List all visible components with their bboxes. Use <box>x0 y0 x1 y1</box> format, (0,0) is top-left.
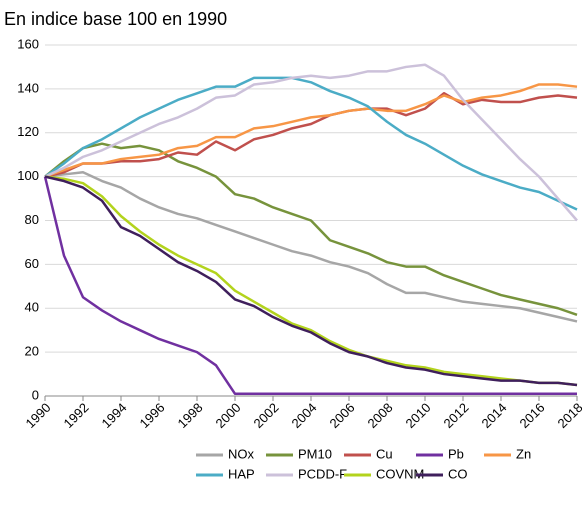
x-tick-label: 2010 <box>402 400 433 431</box>
y-tick-label: 120 <box>17 124 39 139</box>
legend-label: Cu <box>376 446 393 461</box>
x-tick-label: 1994 <box>98 400 129 431</box>
x-tick-label: 2006 <box>326 400 357 431</box>
legend-label: HAP <box>228 466 255 481</box>
series-line <box>44 175 578 387</box>
y-tick-label: 40 <box>25 300 39 315</box>
series-line <box>44 76 578 211</box>
series-line <box>44 175 578 387</box>
x-tick-label: 2002 <box>250 400 281 431</box>
series-line <box>44 92 578 178</box>
y-tick-label: 140 <box>17 80 39 95</box>
y-tick-label: 160 <box>17 36 39 51</box>
legend-label: CO <box>448 466 468 481</box>
series-line <box>44 142 578 317</box>
y-tick-label: 0 <box>32 387 39 402</box>
x-tick-label: 2004 <box>288 400 319 431</box>
x-tick-label: 2012 <box>440 400 471 431</box>
legend-label: PCDD-F <box>298 466 347 481</box>
y-tick-label: 100 <box>17 168 39 183</box>
x-tick-label: 2016 <box>516 400 547 431</box>
series-line <box>43 176 577 396</box>
y-tick-label: 20 <box>25 344 39 359</box>
legend-label: Zn <box>516 446 531 461</box>
y-tick-label: 60 <box>25 256 39 271</box>
x-tick-label: 1996 <box>136 400 167 431</box>
chart-title: En indice base 100 en 1990 <box>4 9 227 29</box>
x-tick-label: 2008 <box>364 400 395 431</box>
x-tick-label: 1992 <box>60 400 91 431</box>
series-line <box>44 83 578 178</box>
legend-label: NOx <box>228 446 255 461</box>
series-line <box>44 170 578 323</box>
x-tick-label: 1990 <box>22 400 53 431</box>
legend-label: COVNM <box>376 466 424 481</box>
x-tick-label: 2000 <box>212 400 243 431</box>
x-tick-label: 2014 <box>478 400 509 431</box>
legend-label: Pb <box>448 446 464 461</box>
legend-label: PM10 <box>298 446 332 461</box>
x-tick-label: 2018 <box>554 400 582 431</box>
y-tick-label: 80 <box>25 212 39 227</box>
x-tick-label: 1998 <box>174 400 205 431</box>
series-line <box>44 63 578 222</box>
